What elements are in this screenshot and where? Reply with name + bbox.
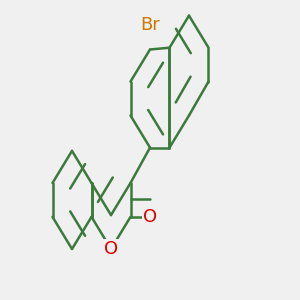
Text: O: O — [104, 240, 118, 258]
Text: O: O — [143, 208, 157, 226]
Text: Br: Br — [140, 16, 160, 34]
